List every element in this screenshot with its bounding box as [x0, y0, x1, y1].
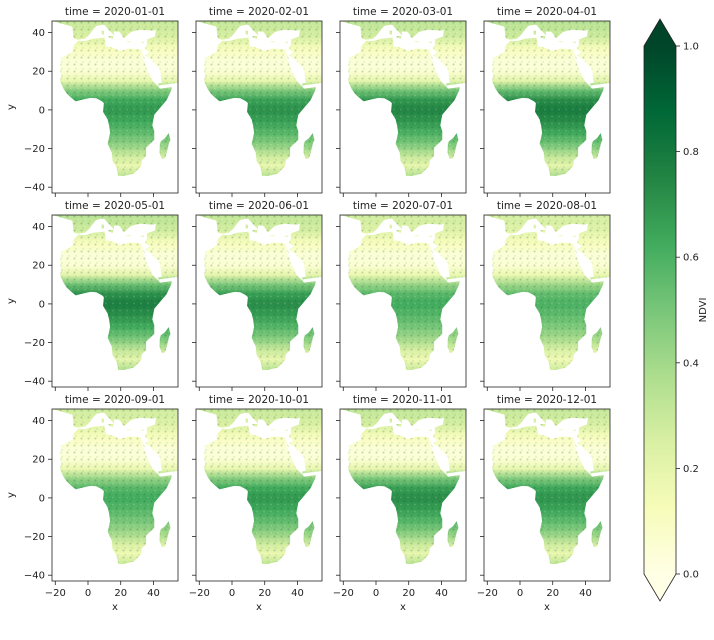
x-tick-label: −20 [333, 588, 354, 599]
y-tick-label: 0 [39, 105, 45, 116]
colorbar-tick-label: 0.8 [683, 147, 699, 158]
colorbar-extend-min [644, 574, 676, 601]
colorbar-extend-max [644, 19, 676, 46]
ndvi-map [52, 409, 178, 581]
ndvi-map [340, 215, 466, 387]
colorbar-gradient [644, 46, 676, 574]
y-tick-label: −20 [24, 144, 45, 155]
y-axis-label: y [6, 104, 17, 110]
x-tick-label: −20 [189, 588, 210, 599]
panel-title: time = 2020-07-01 [353, 200, 453, 212]
y-tick-label: 0 [39, 299, 45, 310]
facet-panel: time = 2020-05-01 40 20 0 −20 −40 y [6, 200, 179, 391]
panel-title: time = 2020-09-01 [65, 394, 165, 406]
colorbar-tick-label: 0.4 [683, 358, 699, 369]
x-tick-label: 20 [258, 588, 271, 599]
ndvi-map [196, 409, 322, 581]
x-tick-label: 40 [147, 588, 160, 599]
ndvi-map [484, 21, 610, 193]
facet-panel: time = 2020-03-01 [336, 6, 467, 197]
y-tick-label: 40 [32, 416, 45, 427]
panel-title: time = 2020-04-01 [497, 6, 597, 18]
ndvi-map [340, 21, 466, 193]
x-tick-label: 20 [114, 588, 127, 599]
y-tick-label: 40 [32, 222, 45, 233]
ndvi-map [196, 215, 322, 387]
colorbar-label: NDVI [698, 298, 709, 323]
x-tick-label: 20 [546, 588, 559, 599]
y-tick-label: 40 [32, 28, 45, 39]
x-axis-label: x [400, 602, 406, 613]
colorbar: 0.0 0.2 0.4 0.6 0.8 1.0 NDVI [643, 18, 709, 602]
y-axis-label: y [6, 492, 17, 498]
x-tick-label: 40 [579, 588, 592, 599]
facet-panel: time = 2020-06-01 [192, 200, 323, 391]
x-tick-label: −20 [477, 588, 498, 599]
ndvi-map [52, 21, 178, 193]
x-tick-label: 0 [85, 588, 91, 599]
x-tick-label: 0 [517, 588, 523, 599]
colorbar-tick-label: 1.0 [683, 42, 699, 53]
facet-panel: time = 2020-11-01 −20 0 20 40 x [333, 394, 467, 613]
facet-panel: time = 2020-01-01 40 20 0 −20 −40 y [6, 6, 179, 197]
panel-title: time = 2020-02-01 [209, 6, 309, 18]
facet-panel: time = 2020-02-01 [192, 6, 323, 197]
facet-panel: time = 2020-08-01 [480, 200, 611, 391]
x-axis-label: x [112, 602, 118, 613]
colorbar-tick-label: 0.6 [683, 253, 699, 264]
facet-panel: time = 2020-04-01 [480, 6, 611, 197]
y-tick-label: 0 [39, 493, 45, 504]
y-tick-label: −40 [24, 571, 45, 582]
facet-panel: time = 2020-07-01 [336, 200, 467, 391]
y-tick-label: −40 [24, 377, 45, 388]
colorbar-tick-label: 0.0 [683, 570, 699, 581]
x-tick-label: 40 [291, 588, 304, 599]
y-axis-label: y [6, 298, 17, 304]
panel-title: time = 2020-01-01 [65, 6, 165, 18]
facet-panel: time = 2020-10-01 −20 0 20 40 x [189, 394, 323, 613]
ndvi-map [484, 409, 610, 581]
x-axis-label: x [256, 602, 262, 613]
x-tick-label: 20 [402, 588, 415, 599]
y-tick-label: −20 [24, 338, 45, 349]
panel-title: time = 2020-08-01 [497, 200, 597, 212]
facet-panel: time = 2020-12-01 −20 0 20 40 x [477, 394, 611, 613]
x-tick-label: 40 [435, 588, 448, 599]
panel-title: time = 2020-10-01 [209, 394, 309, 406]
panel-title: time = 2020-12-01 [497, 394, 597, 406]
ndvi-map [52, 215, 178, 387]
y-tick-label: 20 [32, 261, 45, 272]
x-tick-label: 0 [229, 588, 235, 599]
y-tick-label: 20 [32, 67, 45, 78]
panel-title: time = 2020-05-01 [65, 200, 165, 212]
y-tick-label: −20 [24, 532, 45, 543]
panel-title: time = 2020-03-01 [353, 6, 453, 18]
y-tick-label: −40 [24, 183, 45, 194]
panel-title: time = 2020-06-01 [209, 200, 309, 212]
colorbar-tick-label: 0.2 [683, 464, 699, 475]
x-axis-label: x [544, 602, 550, 613]
x-tick-label: 0 [373, 588, 379, 599]
ndvi-map [484, 215, 610, 387]
ndvi-map [340, 409, 466, 581]
panel-title: time = 2020-11-01 [353, 394, 453, 406]
ndvi-map [196, 21, 322, 193]
x-tick-label: −20 [45, 588, 66, 599]
y-tick-label: 20 [32, 455, 45, 466]
